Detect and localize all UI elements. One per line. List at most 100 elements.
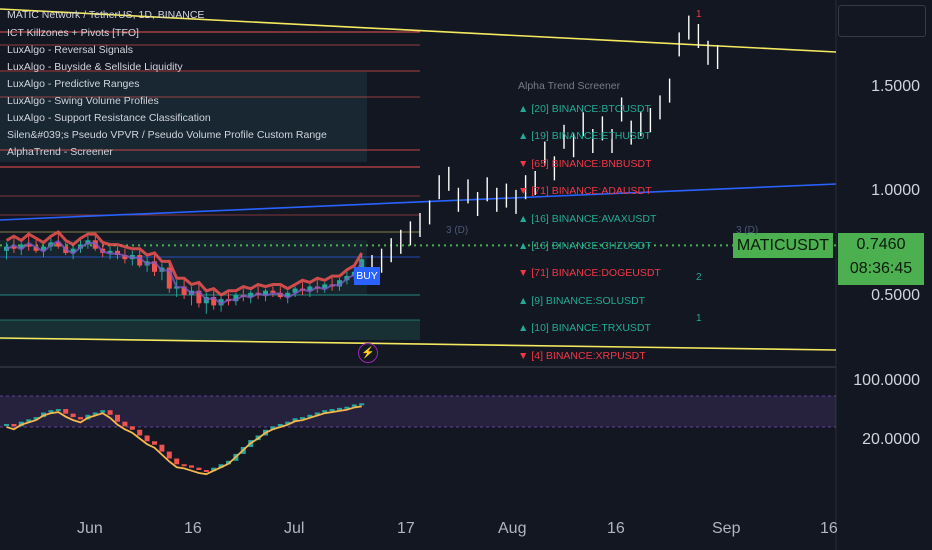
buy-signal-label: BUY	[354, 267, 380, 285]
rsi-band	[0, 396, 836, 427]
rsi-tick: 100.0000	[853, 372, 920, 389]
candle-body	[277, 292, 283, 297]
indicator-item[interactable]: LuxAlgo - Reversal Signals	[7, 44, 134, 56]
rsi-candle	[203, 470, 209, 472]
x-tick: 16	[184, 520, 202, 537]
pivot-label: 1	[696, 9, 702, 20]
rsi-pane	[0, 370, 836, 550]
top-right-box[interactable]	[838, 5, 926, 37]
rsi-candle	[211, 467, 217, 472]
candle-body	[26, 244, 32, 247]
candle-body	[196, 290, 202, 304]
candle-body	[70, 248, 76, 253]
rsi-candle	[48, 410, 54, 413]
rsi-candle	[63, 409, 69, 414]
pivot-label: 3 (D)	[446, 225, 469, 236]
pivot-label: 3 (D)	[736, 225, 759, 236]
screener-row: ▲ [19] BINANCE:ETHUSDT	[518, 130, 651, 143]
indicator-list: ICT Killzones + Pivots [TFO] LuxAlgo - R…	[7, 25, 327, 161]
rsi-candle	[314, 412, 320, 415]
screener-title: Alpha Trend Screener	[518, 80, 621, 92]
price-tick: 1.5000	[871, 78, 920, 95]
rsi-candle	[292, 418, 298, 422]
screener-row: ▼ [71] BINANCE:ADAUSDT	[518, 185, 652, 198]
rsi-candle	[344, 406, 350, 409]
candle-body	[248, 292, 254, 297]
screener-row: ▼ [4] BINANCE:XRPUSDT	[518, 349, 646, 362]
candle-body	[337, 280, 342, 287]
candle-body	[18, 244, 24, 249]
price-tick: 0.5000	[871, 287, 920, 304]
candle-body	[107, 250, 113, 253]
rsi-candle	[159, 444, 165, 452]
pivot-label: 2	[696, 272, 702, 283]
indicator-item[interactable]: ICT Killzones + Pivots [TFO]	[7, 27, 139, 39]
rsi-candle	[307, 414, 313, 418]
pivot-label: 1	[696, 313, 702, 324]
price-tick: 1.0000	[871, 182, 920, 199]
screener-row: ▲ [16] BINANCE:AVAXUSDT	[518, 212, 657, 225]
bar-countdown: 08:36:45	[849, 260, 913, 277]
trailing-stop-band	[6, 239, 363, 306]
trend-line-lower	[0, 337, 837, 351]
indicator-item[interactable]: LuxAlgo - Predictive Ranges	[7, 78, 140, 90]
screener-row: ▲ [10] BINANCE:TRXUSDT	[518, 322, 651, 335]
screener-row: ▲ [20] BINANCE:BTCUSDT	[518, 103, 651, 115]
rsi-candle	[78, 417, 83, 420]
rsi-signal-line	[6, 405, 362, 476]
x-tick: Jun	[77, 520, 103, 537]
candle-body	[55, 242, 61, 247]
candle-body	[181, 286, 187, 295]
rsi-candle	[26, 419, 32, 422]
symbol-header[interactable]: MATIC Network / TetherUS, 1D, BINANCE	[7, 9, 205, 21]
indicator-item[interactable]: LuxAlgo - Buyside & Sellside Liquidity	[7, 61, 183, 73]
volume-profile-zone	[0, 72, 367, 162]
candle-body	[11, 246, 17, 249]
candle-body	[33, 246, 39, 251]
screener-row: ▼ [65] BINANCE:BNBUSDT	[518, 157, 652, 170]
candle-body	[292, 288, 298, 293]
candle-body	[122, 255, 128, 260]
rsi-candle	[11, 424, 17, 427]
screener-row: ▲ [9] BINANCE:SOLUSDT	[518, 294, 646, 307]
trend-line-upper	[0, 8, 837, 53]
indicator-item[interactable]: AlphaTrend - Screener	[7, 146, 113, 158]
rsi-candle	[115, 414, 120, 422]
rsi-candle	[92, 412, 98, 415]
screener-row: ▼ [71] BINANCE:DOGEUSDT	[518, 267, 661, 280]
indicator-item[interactable]: Silen&#039;s Pseudo VPVR / Pseudo Volume…	[7, 129, 327, 141]
screener-row: ▲ [16] BINANCE:CHZUSDT	[518, 240, 652, 252]
rsi-candle	[55, 409, 61, 412]
x-tick: Aug	[498, 520, 527, 537]
rsi-candle	[152, 441, 157, 445]
candle-body	[211, 297, 217, 306]
rsi-candle	[129, 426, 135, 430]
x-tick: Jul	[284, 520, 305, 537]
rsi-candle	[144, 435, 150, 442]
rsi-candle	[181, 464, 187, 467]
candle-body	[285, 292, 291, 297]
rsi-candle	[277, 424, 283, 427]
rsi-candle	[226, 460, 231, 465]
x-tick: Sep	[712, 520, 741, 537]
rsi-candle	[322, 410, 328, 413]
rsi-tick: 20.0000	[862, 431, 920, 448]
trend-line-mid	[0, 183, 837, 221]
indicator-item[interactable]: LuxAlgo - Swing Volume Profiles	[7, 95, 159, 107]
rsi-candle	[107, 410, 113, 415]
current-price-badge: 0.7460 08:36:45	[838, 233, 924, 285]
rsi-candle	[270, 426, 276, 430]
rsi-candle	[70, 413, 76, 418]
candle-body	[322, 284, 328, 289]
indicator-item[interactable]: LuxAlgo - Support Resistance Classificat…	[7, 112, 211, 124]
volume-profile-zone	[0, 240, 367, 295]
rsi-candle	[285, 421, 291, 424]
candle-body	[41, 246, 46, 251]
x-tick: 16	[607, 520, 625, 537]
rsi-candle	[300, 417, 305, 420]
lightning-icon[interactable]: ⚡	[358, 343, 378, 363]
candle-body	[359, 259, 365, 272]
rsi-candle	[100, 410, 106, 413]
